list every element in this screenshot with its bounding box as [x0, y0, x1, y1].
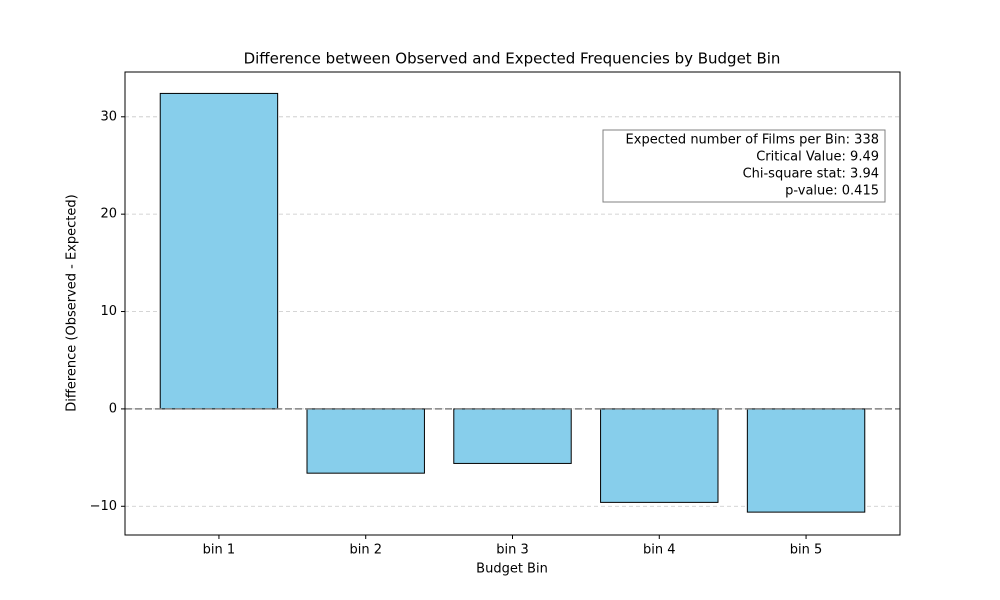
annotation-line: Expected number of Films per Bin: 338 [626, 133, 879, 148]
x-tick-label: bin 4 [643, 543, 676, 558]
x-tick-label: bin 5 [790, 543, 823, 558]
x-tick-label: bin 2 [349, 543, 382, 558]
annotation-line: p-value: 0.415 [785, 184, 879, 199]
plot-frame [124, 71, 901, 536]
y-axis-label: Difference (Observed - Expected) [65, 194, 80, 411]
annotation-box [602, 129, 886, 203]
bar [453, 408, 572, 464]
annotation-line: Chi-square stat: 3.94 [743, 167, 879, 182]
bar [746, 408, 866, 513]
bar [600, 408, 719, 503]
bar [306, 408, 425, 474]
y-tick-label: 0 [109, 401, 117, 416]
bar [159, 92, 279, 410]
x-axis-label: Budget Bin [476, 562, 548, 577]
x-tick-label: bin 3 [496, 543, 529, 558]
x-tick-label: bin 1 [203, 543, 236, 558]
chart-title: Difference between Observed and Expected… [244, 50, 781, 68]
y-tick-label: −10 [90, 499, 117, 514]
y-tick-label: 30 [100, 109, 117, 124]
y-tick-label: 20 [100, 207, 117, 222]
annotation-line: Critical Value: 9.49 [756, 150, 879, 165]
y-tick-label: 10 [100, 304, 117, 319]
